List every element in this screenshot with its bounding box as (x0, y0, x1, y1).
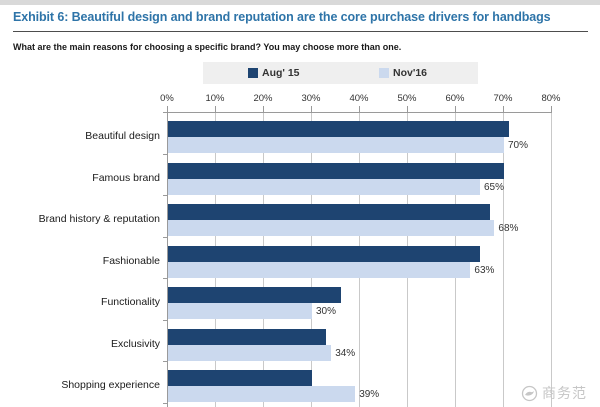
bar-nov16 (168, 220, 495, 236)
category-tick (163, 278, 167, 279)
category-tick (163, 195, 167, 196)
bird-logo-icon (521, 385, 538, 402)
bar-aug15 (168, 328, 327, 345)
legend-item-nov16: Nov'16 (378, 67, 427, 79)
x-tick-label: 80% (541, 93, 561, 104)
data-label: 68% (498, 223, 519, 234)
top-edge-strip (0, 0, 600, 5)
bar-aug15 (168, 287, 341, 303)
title-divider (13, 31, 588, 32)
data-label: 70% (508, 140, 529, 151)
category-label: Famous brand (92, 171, 160, 184)
x-axis-tick (359, 106, 360, 112)
watermark-text: 商务范 (542, 385, 587, 401)
gridline (550, 112, 552, 407)
bar-nov16 (168, 344, 332, 361)
x-axis-line (167, 112, 552, 113)
category-tick (163, 236, 167, 238)
watermark: 商务范 (521, 383, 587, 403)
category-label: Fashionable (102, 254, 160, 267)
bar-aug15 (168, 370, 312, 386)
x-tick-label: 20% (253, 93, 273, 104)
category-label: Brand history & reputation (38, 213, 160, 225)
data-label: 63% (474, 264, 495, 276)
data-label: 65% (484, 181, 505, 193)
x-axis-tick (551, 106, 552, 112)
category-tick (163, 153, 167, 155)
category-tick (163, 361, 167, 362)
category-label: Beautiful design (85, 130, 160, 142)
bar-aug15 (168, 204, 490, 220)
data-label: 30% (316, 306, 337, 317)
legend-label-nov16: Nov'16 (392, 67, 427, 79)
gridline (502, 112, 504, 407)
legend-swatch-nov16 (378, 68, 389, 78)
x-axis-tick (503, 106, 504, 112)
x-axis-tick (263, 106, 264, 112)
category-tick (163, 112, 167, 113)
legend-swatch-aug15 (248, 68, 258, 78)
category-tick (163, 319, 167, 321)
x-axis-tick (167, 106, 168, 112)
legend: Aug' 15 Nov'16 (203, 62, 478, 84)
bar-nov16 (168, 137, 504, 153)
x-tick-label: 60% (445, 93, 465, 104)
x-tick-label: 10% (205, 93, 225, 104)
category-label: Shopping experience (61, 379, 160, 391)
category-label: Functionality (101, 296, 160, 308)
data-label: 39% (359, 389, 380, 400)
bar-aug15 (168, 162, 504, 179)
category-tick (163, 402, 167, 404)
x-tick-label: 40% (349, 93, 369, 104)
bar-nov16 (168, 386, 356, 402)
x-axis-tick (407, 106, 408, 112)
bar-aug15 (168, 245, 480, 262)
category-label: Exclusivity (110, 337, 160, 350)
bar-nov16 (168, 303, 312, 319)
legend-item-aug15: Aug' 15 (248, 67, 300, 79)
chart-question: What are the main reasons for choosing a… (13, 42, 402, 52)
x-axis-tick (311, 106, 312, 112)
x-tick-label: 50% (397, 93, 417, 104)
bar-nov16 (168, 261, 471, 278)
x-axis-tick (215, 106, 216, 112)
x-tick-label: 0% (160, 93, 174, 104)
bar-nov16 (168, 178, 480, 195)
page-title: Exhibit 6: Beautiful design and brand re… (13, 10, 551, 24)
y-axis-line (167, 112, 168, 407)
x-tick-label: 30% (301, 93, 321, 104)
x-tick-label: 70% (493, 93, 513, 104)
data-label: 34% (335, 347, 356, 359)
bar-aug15 (168, 121, 509, 137)
legend-label-aug15: Aug' 15 (262, 67, 300, 79)
x-axis-tick (455, 106, 456, 112)
